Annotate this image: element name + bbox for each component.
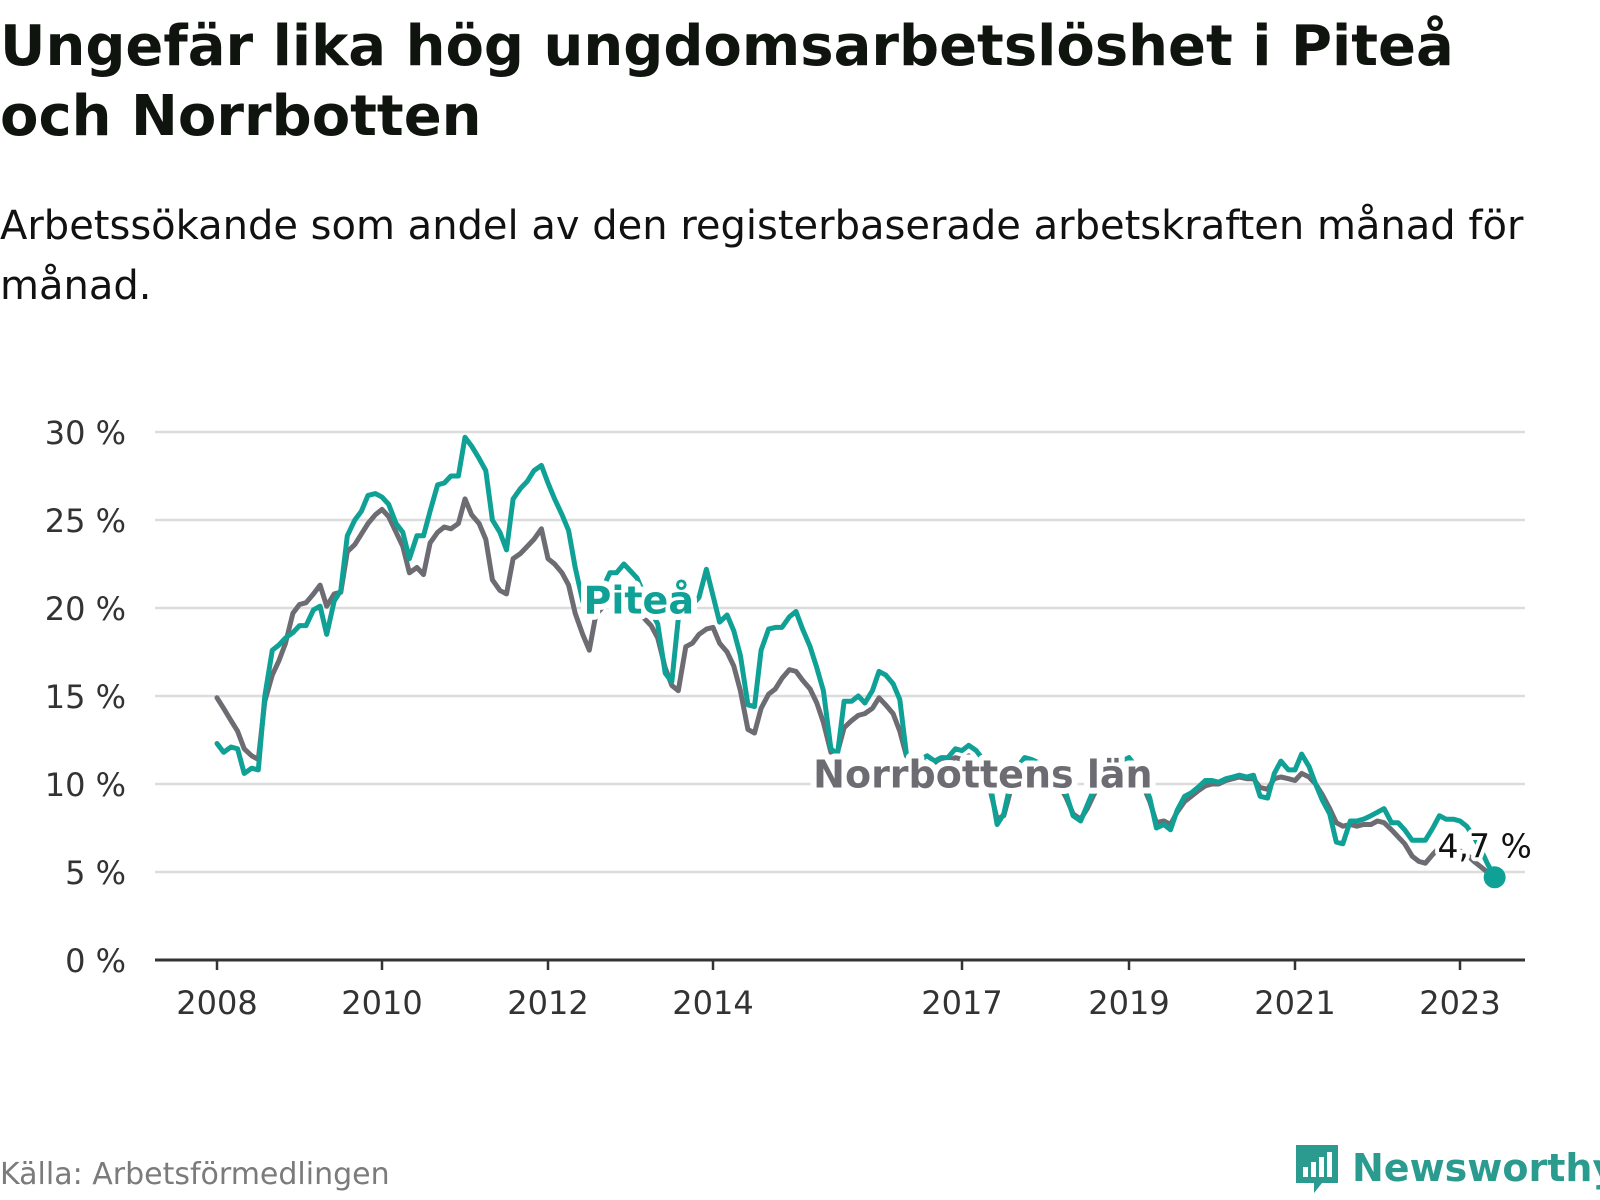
brand-logo: Newsworthy: [1292, 1143, 1600, 1193]
x-tick-label: 2012: [507, 984, 588, 1022]
chart-subtitle: Arbetssökande som andel av den registerb…: [0, 203, 1524, 309]
x-tick-label: 2010: [341, 984, 422, 1022]
x-tick-label: 2019: [1088, 984, 1169, 1022]
brand-name: Newsworthy: [1352, 1146, 1600, 1190]
y-tick-label: 5 %: [65, 854, 126, 892]
series-line-norrbotten: [214, 496, 1498, 878]
y-tick-label: 25 %: [45, 502, 126, 540]
x-tick-label: 2017: [921, 984, 1002, 1022]
x-tick-label: 2023: [1419, 984, 1500, 1022]
y-tick-label: 10 %: [45, 766, 126, 804]
chart-title: Ungefär lika hög ungdomsarbetslöshet i P…: [0, 14, 1454, 149]
end-value-label: 4,7 %: [1437, 826, 1531, 865]
y-tick-label: 20 %: [45, 590, 126, 628]
end-point-marker: [1483, 866, 1506, 889]
series-label-norrbotten: Norrbottens län: [813, 753, 1152, 797]
y-tick-label: 30 %: [45, 414, 126, 452]
bar-chart-bubble-icon: [1296, 1145, 1338, 1193]
y-axis-ticks: 0 % 5 % 10 % 15 % 20 % 25 % 30 %: [45, 414, 126, 980]
series-lines: [214, 434, 1498, 880]
end-markers: 4,7 %: [1433, 822, 1536, 889]
x-tick-label: 2008: [176, 984, 257, 1022]
y-tick-label: 15 %: [45, 678, 126, 716]
x-tick-label: 2021: [1254, 984, 1335, 1022]
y-tick-label: 0 %: [65, 942, 126, 980]
series-label-pitea: Piteå: [584, 578, 694, 622]
gridlines: [155, 430, 1525, 962]
x-tick-label: 2014: [672, 984, 753, 1022]
line-chart: 0 %5 %10 %15 %20 %25 %30 % 2008 2010 2012 2…: [44, 414, 1536, 1022]
source-note: Källa: Arbetsförmedlingen: [0, 1157, 390, 1192]
series-labels: Piteå Norrbottens län: [578, 572, 1159, 802]
x-axis-ticks: 2008 2010 2012 2014 2017 2019 2021 2023: [176, 960, 1501, 1022]
series-line-pitea: [214, 434, 1498, 880]
